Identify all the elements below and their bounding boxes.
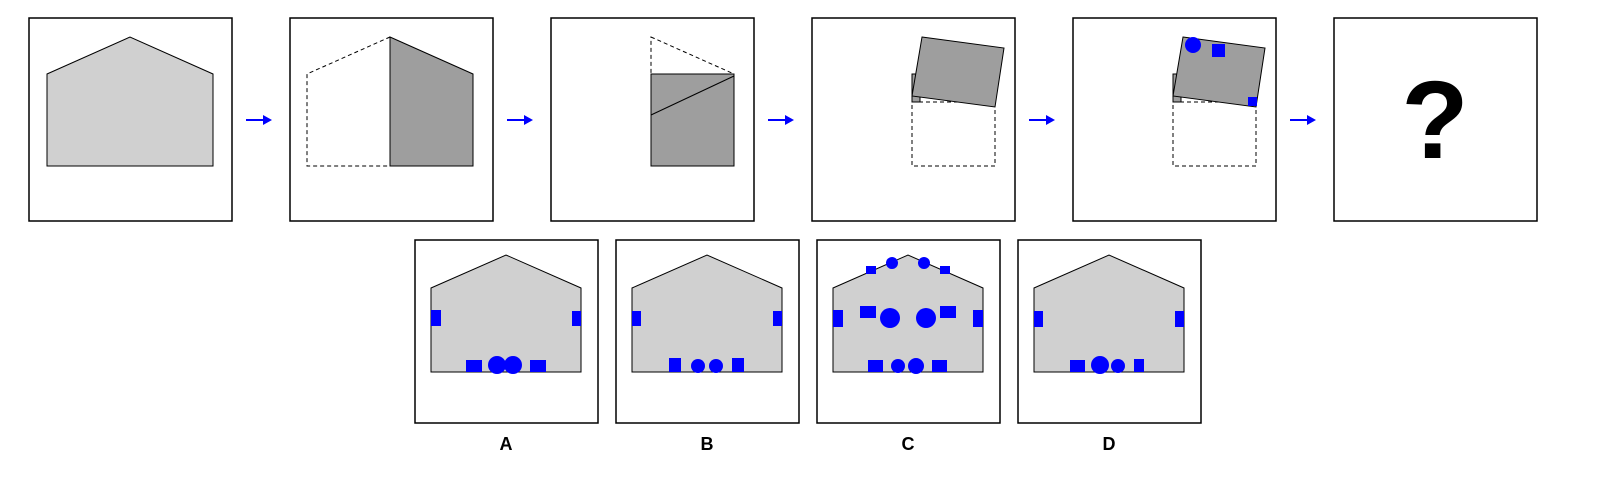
step-1-panel (28, 17, 233, 222)
fold-outline-bottom (911, 101, 996, 167)
arrow-3 (768, 115, 794, 125)
option-a[interactable] (414, 239, 599, 424)
house-paper (46, 36, 214, 167)
hole-circle (1185, 37, 1201, 53)
folded-quarter (650, 73, 735, 167)
step-4-panel (811, 17, 1016, 222)
arrow-2 (507, 115, 533, 125)
arrow-1 (246, 115, 272, 125)
arrow-4 (1029, 115, 1055, 125)
step-5-panel (1072, 17, 1277, 222)
fold-crease (650, 75, 735, 116)
option-a-label: A (500, 434, 513, 454)
folded-half (389, 36, 474, 167)
option-c[interactable] (816, 239, 1001, 424)
fold-outline-left (306, 36, 391, 167)
option-d[interactable] (1017, 239, 1202, 424)
option-c-label: C (902, 434, 915, 454)
step-3-panel (550, 17, 755, 222)
step-2-panel (289, 17, 494, 222)
hole-square (1212, 44, 1225, 57)
hole-small-square (1248, 97, 1257, 106)
fold-outline-bottom-2 (1172, 101, 1257, 167)
folded-piece (911, 36, 1005, 108)
punched-piece (1172, 36, 1266, 108)
arrow-5 (1290, 115, 1316, 125)
option-d-label: D (1103, 434, 1116, 454)
option-b-label: B (701, 434, 714, 454)
question-mark: ? (1401, 59, 1468, 182)
fold-outline-top (650, 36, 735, 75)
option-b[interactable] (615, 239, 800, 424)
answer-panel: ? (1333, 17, 1538, 222)
